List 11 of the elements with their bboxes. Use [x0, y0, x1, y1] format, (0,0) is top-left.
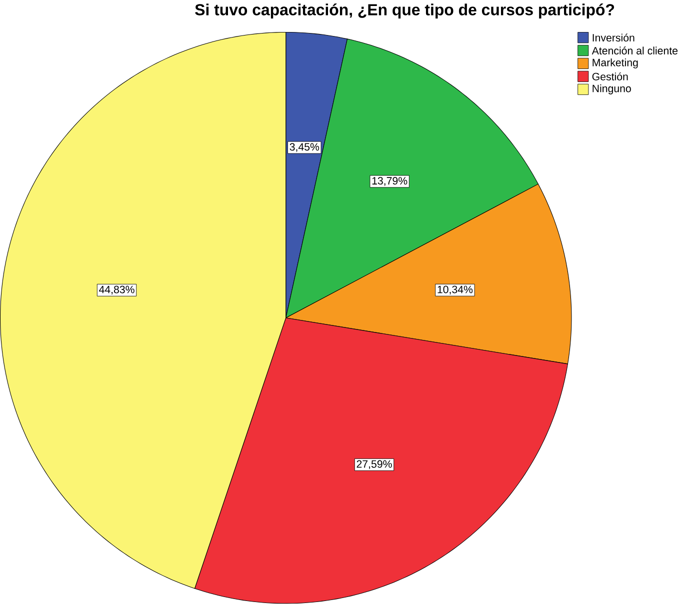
- data-label: 3,45%: [290, 143, 320, 152]
- legend-label: Atención al cliente: [592, 46, 678, 55]
- legend-label: Gestión: [592, 72, 628, 81]
- legend-label: Ninguno: [592, 84, 631, 94]
- legend-label: Inversión: [592, 34, 634, 42]
- data-label: 13,79%: [372, 177, 408, 186]
- data-label: 44,83%: [99, 286, 134, 295]
- data-label: 10,34%: [438, 286, 473, 295]
- data-label: 27,59%: [356, 460, 392, 470]
- legend-label: Marketing: [592, 58, 638, 69]
- chart-title: Si tuvo capacitación, ¿En que tipo de cursos participó?: [195, 4, 614, 19]
